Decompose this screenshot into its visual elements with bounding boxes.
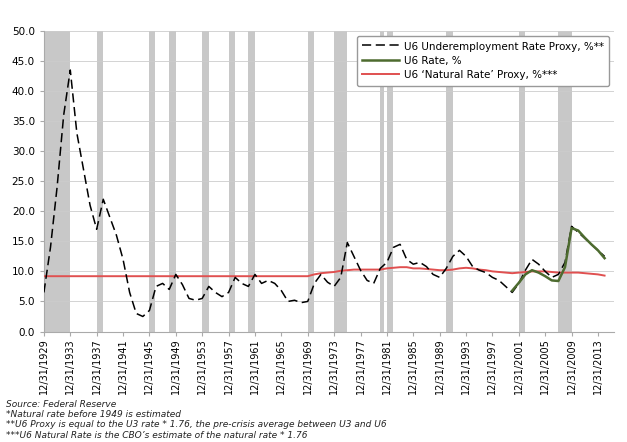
Text: Source: Federal Reserve
*Natural rate before 1949 is estimated
**U6 Proxy is equ: Source: Federal Reserve *Natural rate be… [6, 400, 387, 440]
Bar [44, 31, 70, 331]
Bar [149, 31, 155, 331]
Bar [381, 31, 384, 331]
Bar [248, 31, 255, 331]
Bar [446, 31, 453, 331]
Bar [519, 31, 525, 331]
Bar [334, 31, 347, 331]
Bar [308, 31, 314, 331]
Bar [387, 31, 394, 331]
Legend: U6 Underemployment Rate Proxy, %**, U6 Rate, %, U6 ‘Natural Rate’ Proxy, %***: U6 Underemployment Rate Proxy, %**, U6 R… [357, 36, 609, 86]
Bar [169, 31, 176, 331]
Bar [229, 31, 235, 331]
Bar [97, 31, 103, 331]
Bar [202, 31, 209, 331]
Bar [559, 31, 572, 331]
